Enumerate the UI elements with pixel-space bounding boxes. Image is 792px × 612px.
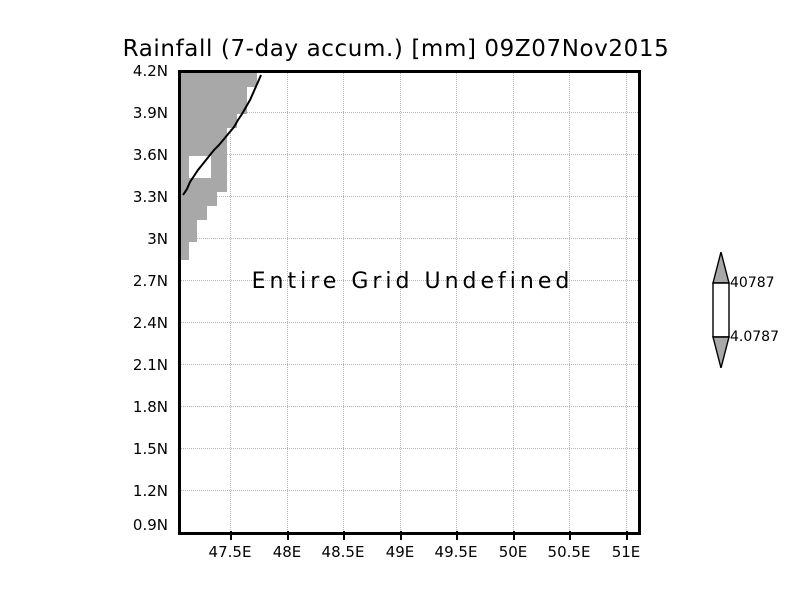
gridline-horizontal — [181, 112, 638, 113]
x-axis-tick-label: 51E — [611, 543, 641, 561]
x-axis-tick-label: 48E — [272, 543, 302, 561]
x-axis-tick — [287, 531, 289, 540]
x-axis-tick — [513, 531, 515, 540]
gridline-horizontal — [181, 280, 638, 281]
gridline-vertical — [626, 73, 627, 532]
x-axis-tick — [626, 531, 628, 540]
x-axis-tick-label: 49E — [385, 543, 415, 561]
y-axis-labels: 4.2N 3.9N 3.6N 3.3N 3N 2.7N 2.4N 2.1N 1.… — [122, 62, 168, 535]
gridline-vertical — [400, 73, 401, 532]
y-axis-tick-label: 1.2N — [132, 482, 168, 500]
plot-canvas: Entire Grid Undefined — [181, 73, 638, 532]
gridline-vertical — [230, 73, 231, 532]
colorbar-middle-band — [712, 282, 730, 338]
x-axis-tick — [456, 531, 458, 540]
page-title: Rainfall (7-day accum.) [mm] 09Z07Nov201… — [122, 36, 670, 62]
y-axis-tick-label: 1.5N — [132, 440, 168, 458]
x-axis-tick-label: 47.5E — [208, 543, 252, 561]
y-axis-tick-label: 2.4N — [132, 314, 168, 332]
colorbar-label-lower: 4.0787 — [730, 329, 779, 345]
colorbar-lower-arrow — [712, 336, 730, 368]
undefined-grid-shading — [181, 73, 257, 260]
y-axis-tick-label: 3.9N — [132, 104, 168, 122]
gridline-vertical — [513, 73, 514, 532]
gridline-vertical — [343, 73, 344, 532]
gridline-vertical — [287, 73, 288, 532]
y-axis-tick-label: 0.9N — [132, 516, 168, 534]
gridline-vertical — [569, 73, 570, 532]
gridline-vertical — [456, 73, 457, 532]
x-axis-tick-label: 50.5E — [547, 543, 591, 561]
x-axis-tick — [400, 531, 402, 540]
y-axis-tick-label: 4.2N — [132, 62, 168, 80]
x-axis-tick-label: 50E — [498, 543, 528, 561]
colorbar-label-upper: 40787 — [730, 275, 775, 291]
gridline-horizontal — [181, 406, 638, 407]
x-axis-ticks — [181, 531, 638, 542]
gridline-horizontal — [181, 364, 638, 365]
gridline-horizontal — [181, 448, 638, 449]
gridline-horizontal — [181, 490, 638, 491]
y-axis-tick-label: 3.6N — [132, 146, 168, 164]
y-axis-tick-label: 3N — [147, 230, 168, 248]
y-axis-tick-label: 1.8N — [132, 398, 168, 416]
x-axis-tick — [343, 531, 345, 540]
colorbar-legend[interactable] — [706, 252, 736, 368]
colorbar-upper-arrow — [712, 252, 730, 284]
gridline-horizontal — [181, 154, 638, 155]
gridline-horizontal — [181, 238, 638, 239]
undefined-grid-message: Entire Grid Undefined — [251, 269, 574, 294]
gridline-horizontal — [181, 196, 638, 197]
plot-area[interactable]: Entire Grid Undefined — [178, 70, 641, 540]
gridline-horizontal — [181, 322, 638, 323]
colorbar-labels: 40787 4.0787 — [730, 252, 792, 368]
x-axis-labels: 47.5E 48E 48.5E 49E 49.5E 50E 50.5E 51E — [178, 543, 641, 565]
y-axis-tick-label: 2.1N — [132, 356, 168, 374]
y-axis-tick-label: 2.7N — [132, 272, 168, 290]
coastline-path — [182, 74, 262, 196]
x-axis-tick-label: 49.5E — [434, 543, 478, 561]
x-axis-tick-label: 48.5E — [321, 543, 365, 561]
x-axis-tick — [230, 531, 232, 540]
x-axis-tick — [569, 531, 571, 540]
y-axis-tick-label: 3.3N — [132, 188, 168, 206]
